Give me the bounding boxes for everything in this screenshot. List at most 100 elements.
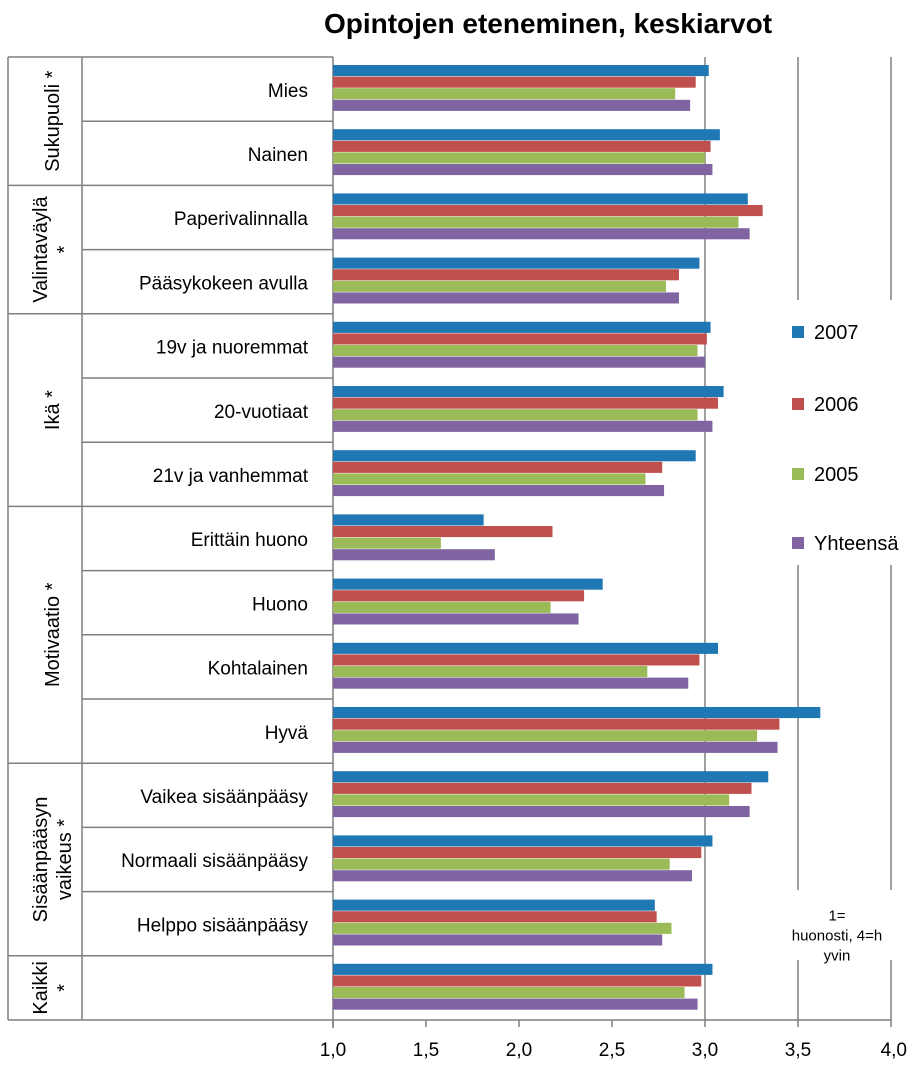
bar-yhteensä xyxy=(333,870,692,882)
bar-2007 xyxy=(333,899,655,911)
bar-2007 xyxy=(333,129,720,141)
bar-2006 xyxy=(333,140,711,152)
bar-2006 xyxy=(333,526,553,538)
scale-note: 1= xyxy=(828,907,845,924)
bar-yhteensä xyxy=(333,99,691,111)
category-label: 20-vuotiaat xyxy=(214,402,309,423)
group-label: * xyxy=(54,245,76,253)
category-label: Hyvä xyxy=(265,723,309,744)
group-label: Sukupuoli * xyxy=(42,70,64,171)
category-label: 19v ja nuoremmat xyxy=(156,338,309,359)
category-label: Vaikea sisäänpääsy xyxy=(140,787,308,808)
bar-2007 xyxy=(333,771,769,783)
bar-yhteensä xyxy=(333,292,679,304)
x-tick-label: 2,0 xyxy=(506,1040,532,1061)
bar-2006 xyxy=(333,782,752,794)
category-label: Huono xyxy=(252,594,308,615)
x-tick-label: 1,5 xyxy=(413,1040,439,1061)
category-label: Erittäin huono xyxy=(191,530,308,551)
bar-2006 xyxy=(333,654,700,666)
category-label: Pääsykokeen avulla xyxy=(139,273,308,294)
chart-title: Opintojen eteneminen, keskiarvot xyxy=(324,8,772,39)
bar-2006 xyxy=(333,911,657,923)
category-label: Nainen xyxy=(248,145,308,166)
bar-2006 xyxy=(333,461,663,473)
bar-2006 xyxy=(333,975,702,987)
bar-2007 xyxy=(333,514,484,526)
bar-yhteensä xyxy=(333,998,698,1010)
bar-yhteensä xyxy=(333,613,579,625)
bar-2005 xyxy=(333,473,646,485)
bar-2006 xyxy=(333,333,707,345)
bar-2005 xyxy=(333,794,730,806)
bar-2007 xyxy=(333,707,821,719)
group-label: Ikä * xyxy=(42,390,64,430)
group-label: vaikeus * xyxy=(54,819,76,900)
bar-2005 xyxy=(333,152,705,164)
bar-yhteensä xyxy=(333,485,665,497)
group-label: Kaikki xyxy=(30,961,52,1014)
bar-2005 xyxy=(333,537,441,549)
legend-label: 2005 xyxy=(814,464,859,486)
legend-label: Yhteensä xyxy=(814,533,899,555)
bar-2007 xyxy=(333,193,748,205)
category-label: Normaali sisäänpääsy xyxy=(121,851,308,872)
x-tick-label: 3,0 xyxy=(692,1040,718,1061)
bar-2005 xyxy=(333,409,698,421)
x-tick-label: 2,5 xyxy=(599,1040,625,1061)
bar-2005 xyxy=(333,730,758,742)
bar-yhteensä xyxy=(333,356,705,368)
bar-yhteensä xyxy=(333,228,750,240)
x-tick-label: 1,0 xyxy=(320,1040,346,1061)
bar-2006 xyxy=(333,205,763,217)
category-label: Paperivalinnalla xyxy=(174,209,309,230)
bar-2007 xyxy=(333,321,711,333)
x-tick-label: 3,5 xyxy=(785,1040,811,1061)
bar-2005 xyxy=(333,987,685,999)
bar-yhteensä xyxy=(333,741,778,753)
bar-yhteensä xyxy=(333,934,663,946)
bar-2005 xyxy=(333,666,648,678)
category-label: Mies xyxy=(268,81,308,102)
legend-label: 2006 xyxy=(814,394,859,416)
bar-2007 xyxy=(333,963,713,975)
scale-note: huonosti, 4=h xyxy=(792,927,883,944)
bar-2005 xyxy=(333,601,551,613)
bar-2007 xyxy=(333,578,603,590)
bar-2007 xyxy=(333,450,696,462)
bar-2005 xyxy=(333,858,670,870)
legend-swatch-2007 xyxy=(792,326,804,338)
bar-2007 xyxy=(333,65,709,77)
category-label: Helppo sisäänpääsy xyxy=(137,915,309,936)
group-label: * xyxy=(54,984,76,992)
bar-2006 xyxy=(333,590,585,602)
legend-swatch-yhteensä xyxy=(792,537,804,549)
bar-2006 xyxy=(333,269,679,281)
bar-2006 xyxy=(333,76,696,88)
legend-label: 2007 xyxy=(814,322,859,344)
bar-2005 xyxy=(333,345,698,357)
bar-2005 xyxy=(333,216,739,228)
bar-yhteensä xyxy=(333,420,713,432)
bar-yhteensä xyxy=(333,549,495,561)
bar-yhteensä xyxy=(333,164,713,176)
bar-2007 xyxy=(333,257,700,269)
bar-2007 xyxy=(333,642,719,654)
bar-2006 xyxy=(333,718,780,730)
bar-2005 xyxy=(333,280,666,292)
bar-yhteensä xyxy=(333,806,750,818)
x-tick-label: 4,0 xyxy=(881,1040,907,1061)
bar-2007 xyxy=(333,835,713,847)
legend-swatch-2006 xyxy=(792,398,804,410)
bar-2006 xyxy=(333,397,719,409)
category-label: 21v ja vanhemmat xyxy=(153,466,309,487)
legend-swatch-2005 xyxy=(792,468,804,480)
bar-2007 xyxy=(333,386,724,398)
bar-yhteensä xyxy=(333,677,689,689)
bar-2005 xyxy=(333,922,672,934)
scale-note: yvin xyxy=(824,947,851,964)
bar-2006 xyxy=(333,847,702,859)
group-label: Motivaatio * xyxy=(42,582,64,687)
category-label: Kohtalainen xyxy=(208,659,308,680)
